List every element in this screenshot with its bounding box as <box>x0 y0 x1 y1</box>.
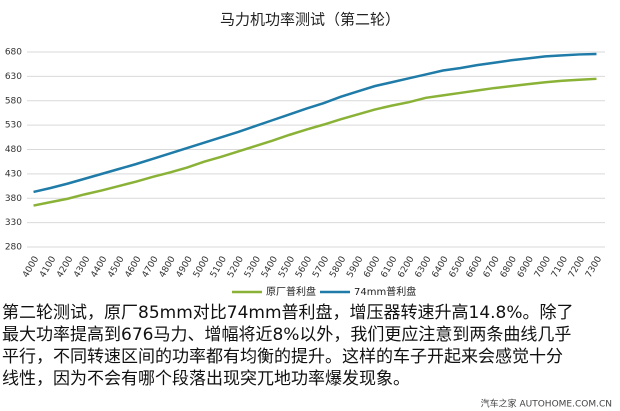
x-tick-label: 4200 <box>55 255 75 280</box>
x-tick-label: 7200 <box>567 255 587 280</box>
x-tick-label: 6800 <box>499 255 519 280</box>
caption-line: 第二轮测试，原厂85mm对比74mm普利盘，增压器转速升高14.8%。除了 <box>2 303 574 323</box>
x-tick-label: 7300 <box>584 255 604 280</box>
x-tick-label: 7100 <box>550 255 570 280</box>
caption-line: 平行，不同转速区间的功率都有均衡的提升。这样的车子开起来会感觉十分 <box>2 347 563 367</box>
y-tick-label: 380 <box>5 194 22 204</box>
series-line <box>33 52 597 194</box>
y-tick-label: 480 <box>5 145 22 155</box>
x-tick-label: 5800 <box>328 255 348 280</box>
watermark: 汽车之家 AUTOHOME.COM.CN <box>481 398 612 410</box>
caption-line: 线性，因为不会有哪个段落出现突兀地功率爆发现象。 <box>2 369 410 389</box>
x-tick-label: 5700 <box>311 255 331 280</box>
y-tick-label: 430 <box>5 169 22 179</box>
chart-title: 马力机功率测试（第二轮） <box>220 11 400 29</box>
x-tick-label: 4600 <box>124 255 144 280</box>
y-tick-label: 680 <box>5 48 22 58</box>
x-tick-label: 5300 <box>243 255 263 280</box>
x-tick-label: 5100 <box>209 255 229 280</box>
x-tick-label: 4000 <box>21 255 41 280</box>
caption-line: 最大功率提高到676马力、增幅将近8%以外，我们更应注意到两条曲线几乎 <box>2 325 571 345</box>
x-tick-label: 6300 <box>414 255 434 280</box>
x-tick-label: 6600 <box>465 255 485 280</box>
x-tick-label: 6700 <box>482 255 502 280</box>
x-tick-label: 4700 <box>141 255 161 280</box>
x-tick-label: 7000 <box>533 255 553 280</box>
x-tick-label: 4100 <box>38 255 58 280</box>
y-tick-label: 580 <box>5 96 22 106</box>
y-tick-label: 630 <box>5 72 22 82</box>
x-tick-label: 4400 <box>89 255 109 280</box>
x-tick-label: 4900 <box>175 255 195 280</box>
x-tick-label: 5000 <box>192 255 212 280</box>
x-tick-label: 6100 <box>379 255 399 280</box>
legend-label: 原厂普利盘 <box>266 285 316 298</box>
x-tick-label: 6400 <box>431 255 451 280</box>
x-tick-label: 5500 <box>277 255 297 280</box>
x-tick-label: 5400 <box>260 255 280 280</box>
x-tick-label: 6500 <box>448 255 468 280</box>
x-tick-label: 6200 <box>396 255 416 280</box>
series-line <box>33 77 597 207</box>
x-tick-label: 4500 <box>106 255 126 280</box>
x-tick-label: 5900 <box>345 255 365 280</box>
y-tick-label: 330 <box>5 218 22 228</box>
y-tick-label: 530 <box>5 121 22 131</box>
y-tick-label: 280 <box>5 243 22 253</box>
legend-label: 74mm普利盘 <box>354 285 416 298</box>
x-tick-label: 4800 <box>158 255 178 280</box>
